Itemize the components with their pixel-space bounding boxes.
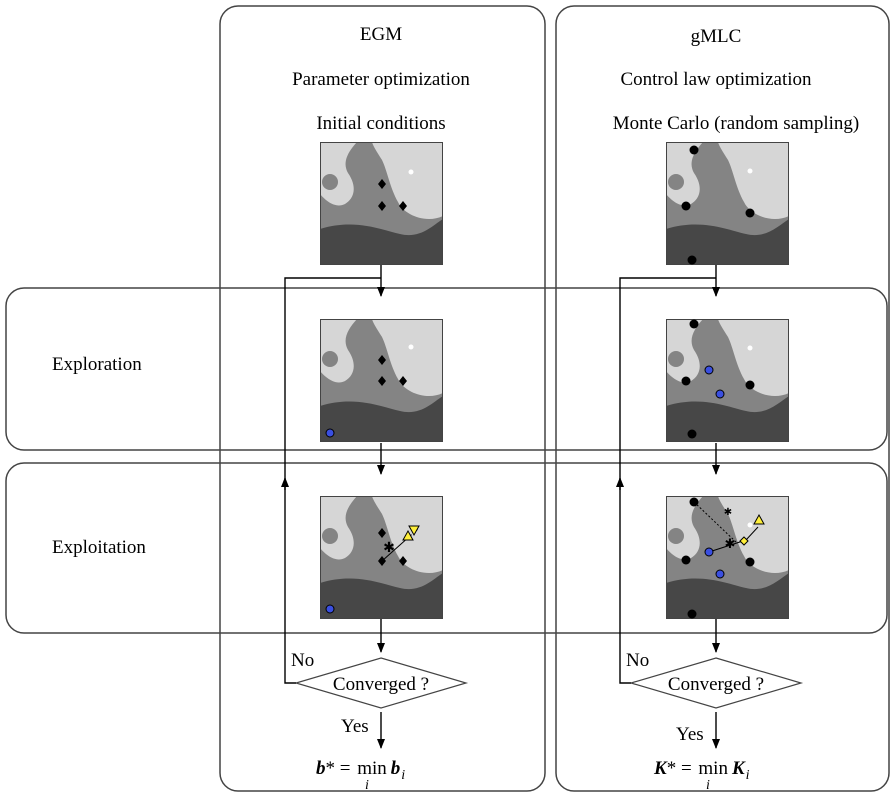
global-minimum-marker [747, 345, 753, 351]
control-law-individual [687, 255, 697, 265]
exploration-band [5, 287, 888, 451]
evolved-individual [704, 365, 714, 375]
control-law-individual [687, 609, 697, 619]
egm-no-label: No [291, 650, 314, 671]
egm-landscape-exploration [319, 318, 444, 443]
gmlc-decision-text: Converged ? [668, 674, 764, 695]
simplex-vertex [378, 556, 386, 566]
svg-text:i: i [365, 778, 369, 793]
expansion-triangle-icon [408, 525, 420, 537]
gmlc-decision-diamond [628, 657, 804, 709]
egm-title: EGM [360, 24, 402, 45]
control-law-individual [745, 557, 755, 567]
simplex-vertex [399, 556, 407, 566]
global-minimum-marker [747, 168, 753, 174]
control-law-individual [745, 208, 755, 218]
gmlc-landscape-exploration [665, 318, 790, 443]
gmlc-yes-label: Yes [676, 724, 704, 745]
gmlc-init-label: Monte Carlo (random sampling) [613, 113, 859, 134]
evolved-individual [715, 569, 725, 579]
exploration-label: Exploration [52, 354, 142, 375]
control-law-individual [681, 201, 691, 211]
expansion-triangle-icon [753, 513, 765, 525]
control-law-individual [689, 319, 699, 329]
simplex-vertex [378, 528, 386, 538]
gmlc-column-frame [555, 5, 890, 792]
global-minimum-marker [747, 522, 753, 528]
control-law-individual [687, 429, 697, 439]
egm-column-frame [219, 5, 546, 792]
global-minimum-marker [408, 169, 414, 175]
lhs-sample-point [325, 428, 335, 438]
egm-init-label: Initial conditions [316, 113, 445, 134]
exploitation-label: Exploitation [52, 537, 146, 558]
egm-landscape-initial [319, 141, 444, 266]
evolved-individual [715, 389, 725, 399]
control-law-individual [745, 380, 755, 390]
egm-result-formula: b* = min bi i [316, 758, 405, 793]
reflection-triangle-icon [402, 529, 414, 541]
simplex-vertex [378, 201, 386, 211]
centroid-star-icon: ✱ [383, 541, 395, 556]
egm-landscape-exploitation: ✱ [319, 495, 444, 620]
subplex-step-line [708, 539, 747, 553]
control-law-individual [689, 497, 699, 507]
gmlc-subtitle: Control law optimization [620, 69, 812, 90]
simplex-vertex [399, 201, 407, 211]
contraction-diamond-icon [739, 536, 749, 546]
gmlc-result-formula: K* = min Ki i [653, 758, 750, 793]
egm-subtitle: Parameter optimization [292, 69, 470, 90]
control-law-individual [681, 376, 691, 386]
egm-yes-label: Yes [341, 716, 369, 737]
centroid-star-icon: ✱ [725, 536, 736, 551]
egm-decision-text: Converged ? [333, 674, 429, 695]
simplex-vertex [378, 355, 386, 365]
lhs-sample-point [325, 604, 335, 614]
gmlc-landscape-initial [665, 141, 790, 266]
simplex-vertex [378, 179, 386, 189]
egm-decision-diamond [293, 657, 469, 709]
global-minimum-marker [408, 344, 414, 350]
gmlc-landscape-exploitation: ✱ ✱ [665, 495, 790, 620]
simplex-vertex [378, 376, 386, 386]
evolved-individual [704, 547, 714, 557]
exploitation-band [5, 462, 888, 634]
gmlc-no-label: No [626, 650, 649, 671]
gmlc-title: gMLC [691, 26, 742, 47]
reflection-star-icon: ✱ [724, 507, 732, 518]
svg-text:i: i [706, 778, 710, 793]
control-law-individual [689, 145, 699, 155]
simplex-vertex [399, 376, 407, 386]
control-law-individual [681, 555, 691, 565]
